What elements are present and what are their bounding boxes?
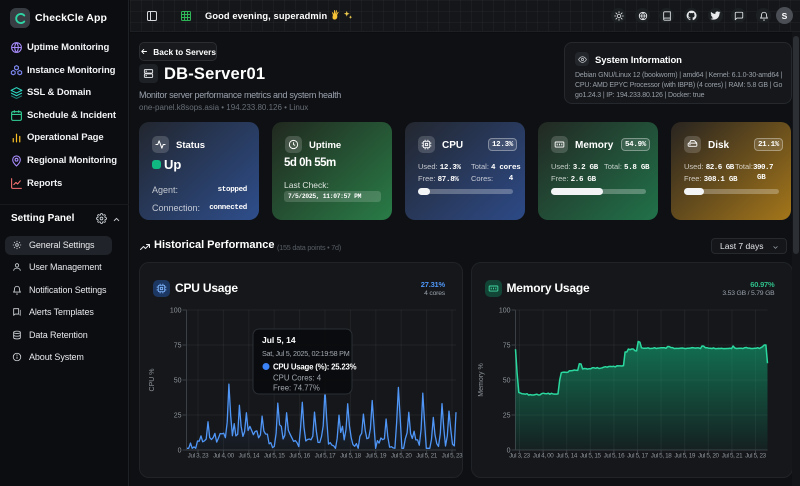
svg-text:Jul 3, 23: Jul 3, 23 <box>509 453 531 460</box>
svg-text:75: 75 <box>502 343 510 350</box>
svg-text:Jul 5, 14: Jul 5, 14 <box>262 335 296 345</box>
svg-text:Jul 4, 00: Jul 4, 00 <box>213 453 235 460</box>
svg-text:Jul 5, 15: Jul 5, 15 <box>579 453 601 460</box>
svg-text:Jul 5, 16: Jul 5, 16 <box>603 453 625 460</box>
svg-text:75: 75 <box>174 343 182 350</box>
svg-text:50: 50 <box>502 378 510 385</box>
svg-text:Jul 5, 18: Jul 5, 18 <box>340 453 362 460</box>
svg-text:Jul 5, 21: Jul 5, 21 <box>416 453 438 460</box>
svg-text:100: 100 <box>170 308 182 315</box>
svg-text:Jul 5, 14: Jul 5, 14 <box>556 453 578 460</box>
svg-text:Sat, Jul 5, 2025, 02:19:58 PM: Sat, Jul 5, 2025, 02:19:58 PM <box>262 349 350 358</box>
svg-text:Jul 5, 20: Jul 5, 20 <box>697 453 719 460</box>
svg-text:Jul 5, 20: Jul 5, 20 <box>391 453 413 460</box>
svg-text:Jul 5, 18: Jul 5, 18 <box>650 453 672 460</box>
svg-text:50: 50 <box>174 378 182 385</box>
svg-text:CPU %: CPU % <box>149 369 156 392</box>
svg-text:0: 0 <box>506 448 510 455</box>
svg-text:Memory %: Memory % <box>478 363 485 396</box>
svg-text:0: 0 <box>178 448 182 455</box>
svg-text:Jul 4, 00: Jul 4, 00 <box>532 453 554 460</box>
svg-text:Jul 5, 16: Jul 5, 16 <box>289 453 311 460</box>
svg-text:25: 25 <box>502 413 510 420</box>
svg-text:Jul 5, 19: Jul 5, 19 <box>674 453 696 460</box>
svg-text:Jul 5, 14: Jul 5, 14 <box>238 453 260 460</box>
svg-text:25: 25 <box>174 413 182 420</box>
svg-text:CPU Cores: 4: CPU Cores: 4 <box>273 374 322 383</box>
svg-text:Jul 5, 23: Jul 5, 23 <box>442 453 464 460</box>
svg-text:Jul 5, 19: Jul 5, 19 <box>365 453 387 460</box>
svg-text:Jul 3, 23: Jul 3, 23 <box>188 453 210 460</box>
svg-text:Jul 5, 17: Jul 5, 17 <box>627 453 649 460</box>
svg-text:CPU Usage (%): 25.23%: CPU Usage (%): 25.23% <box>273 363 357 372</box>
svg-text:Jul 5, 23: Jul 5, 23 <box>745 453 767 460</box>
svg-text:Jul 5, 17: Jul 5, 17 <box>315 453 337 460</box>
svg-text:Jul 5, 21: Jul 5, 21 <box>721 453 743 460</box>
svg-text:Jul 5, 15: Jul 5, 15 <box>264 453 286 460</box>
svg-text:100: 100 <box>498 308 510 315</box>
svg-text:Free: 74.77%: Free: 74.77% <box>273 384 320 393</box>
